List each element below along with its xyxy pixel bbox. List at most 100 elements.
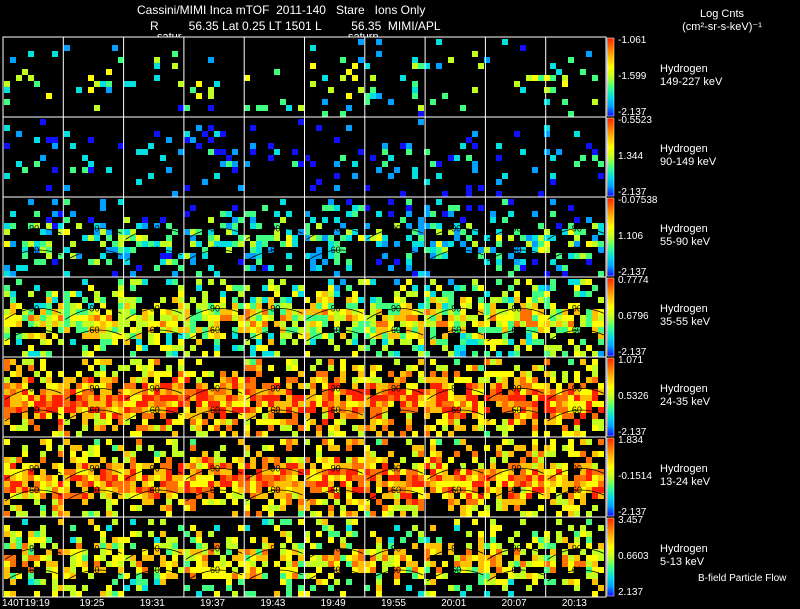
contour-arc <box>487 548 544 560</box>
contour-label: 60 <box>29 485 39 495</box>
plot-title: Cassini/MIMI Inca mTOF 2011-140 Stare Io… <box>137 3 426 17</box>
contour-arc <box>125 388 183 400</box>
contour-arc <box>245 468 303 480</box>
contour-label: 60 <box>150 405 160 415</box>
contour-arc <box>125 489 183 502</box>
panel-label: Hydrogen 5-13 keV <box>660 543 708 569</box>
colorbar-max-label: 1.834 <box>618 435 644 446</box>
energy-range-label: 90-149 keV <box>660 156 717 168</box>
contour-label: 60 <box>89 325 99 335</box>
energy-range-label: 35-55 keV <box>660 316 711 328</box>
contour-label: 60 <box>512 565 522 575</box>
colorbar-mid-label: 0.6796 <box>618 311 649 322</box>
contour-label: 60 <box>29 565 39 575</box>
contour-arc <box>366 249 424 262</box>
contour-arc <box>185 409 243 422</box>
contour-arc <box>547 329 605 342</box>
contour-label: 60 <box>331 405 341 415</box>
contour-arc <box>125 249 183 262</box>
panel-label: Hydrogen 55-90 keV <box>660 223 710 249</box>
contour-label: 90 <box>451 463 461 473</box>
contour-arc <box>65 329 122 342</box>
contour-arc <box>4 569 62 582</box>
contour-arc <box>487 489 544 502</box>
contour-label: 90 <box>270 383 280 393</box>
contour-arc <box>306 489 363 502</box>
colorbar-max-label: -0.07538 <box>618 195 658 206</box>
panel-7: 90 60 90 60 90 60 90 60 90 60 90 60 90 60 90 60 90 60 90 60 <box>2 516 615 598</box>
contour-label: 90 <box>29 223 39 233</box>
contour-arc <box>4 548 62 560</box>
colorbar-mid-label: 0.6603 <box>618 551 649 562</box>
contour-label: 60 <box>451 325 461 335</box>
contour-label: 60 <box>331 485 341 495</box>
contour-label: 60 <box>29 325 39 335</box>
contour-label: 90 <box>150 223 160 233</box>
contour-arc <box>4 388 62 400</box>
contour-label: 60 <box>210 405 220 415</box>
colorbar-min-label: -2.137 <box>618 267 647 278</box>
panel-cells <box>4 359 604 437</box>
contour-label: 90 <box>331 543 341 553</box>
contour-arc <box>185 228 243 240</box>
contour-label: 60 <box>210 565 220 575</box>
contour-label: 60 <box>512 325 522 335</box>
contour-arc <box>185 489 243 502</box>
time-tick-label: 20:01 <box>441 598 467 609</box>
contour-lines: 90 60 90 60 90 60 90 60 90 60 90 60 90 60 90 60 90 60 90 60 <box>4 303 605 342</box>
colorbar-4 <box>606 277 615 357</box>
contour-arc <box>65 308 122 320</box>
contour-label: 90 <box>451 223 461 233</box>
contour-label: 90 <box>512 383 522 393</box>
species-label: Hydrogen <box>660 223 708 235</box>
contour-arc <box>366 468 424 480</box>
contour-arc <box>366 308 424 320</box>
contour-label: 90 <box>270 303 280 313</box>
colorbar-min-label: -2.137 <box>618 347 647 358</box>
contour-arc <box>547 249 605 262</box>
panel-6: 90 60 90 60 90 60 90 60 90 60 90 60 90 60 90 60 90 60 90 60 <box>2 436 615 518</box>
contour-label: 90 <box>29 303 39 313</box>
contour-label: 90 <box>150 543 160 553</box>
colorbar-3 <box>606 197 615 277</box>
contour-arc <box>185 329 243 342</box>
contour-arc <box>245 329 303 342</box>
contour-arc <box>487 388 544 400</box>
contour-arc <box>4 468 62 480</box>
contour-arc <box>245 409 303 422</box>
colorbar-mid-label: 0.5326 <box>618 391 649 402</box>
contour-label: 60 <box>210 485 220 495</box>
contour-arc <box>306 569 363 582</box>
contour-label: 90 <box>89 383 99 393</box>
energy-range-label: 55-90 keV <box>660 236 711 248</box>
contour-arc <box>185 249 243 262</box>
contour-label: 60 <box>512 485 522 495</box>
contour-arc <box>306 329 363 342</box>
contour-label: 90 <box>150 383 160 393</box>
contour-arc <box>547 308 605 320</box>
contour-arc <box>366 329 424 342</box>
contour-label: 90 <box>29 383 39 393</box>
contour-label: 60 <box>150 325 160 335</box>
contour-arc <box>306 468 363 480</box>
colorbar-7 <box>606 517 615 597</box>
energy-range-label: 24-35 keV <box>660 396 711 408</box>
contour-label: 90 <box>512 303 522 313</box>
contour-label: 60 <box>150 245 160 255</box>
contour-label: 90 <box>210 303 220 313</box>
contour-arc <box>547 489 605 502</box>
contour-arc <box>547 548 605 560</box>
contour-arc <box>65 388 122 400</box>
contour-label: 60 <box>391 405 401 415</box>
colorbar-max-label: -0.5523 <box>618 115 652 126</box>
contour-arc <box>426 249 484 262</box>
contour-label: 90 <box>572 383 582 393</box>
contour-label: 60 <box>89 405 99 415</box>
contour-label: 90 <box>210 543 220 553</box>
contour-arc <box>125 548 183 560</box>
colorbar-max-label: -1.061 <box>618 35 647 46</box>
units-line-1: Log Cnts <box>699 8 745 20</box>
contour-label: 90 <box>210 383 220 393</box>
contour-label: 60 <box>210 245 220 255</box>
